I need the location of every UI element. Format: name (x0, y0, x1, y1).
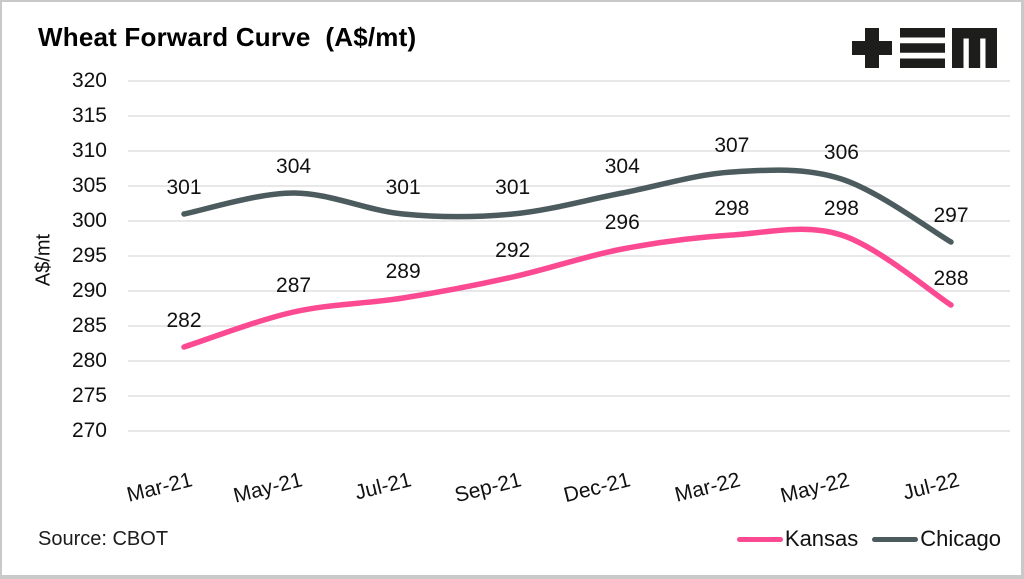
series-line-chicago (181, 167, 954, 245)
data-label-chicago: 301 (385, 176, 421, 199)
y-tick-label: 295 (71, 244, 107, 267)
legend-item-chicago: Chicago (872, 526, 1001, 552)
data-label-chicago: 307 (714, 134, 750, 157)
data-label-chicago: 297 (933, 204, 969, 227)
data-label-chicago: 304 (276, 155, 312, 178)
y-tick-label: 280 (71, 349, 107, 372)
triple-bar-icon (900, 28, 945, 68)
legend-item-kansas: Kansas (736, 526, 859, 552)
data-label-kansas: 292 (495, 239, 531, 262)
data-label-kansas: 282 (166, 309, 202, 332)
y-tick-label: 290 (71, 279, 107, 302)
data-label-chicago: 306 (823, 141, 859, 164)
data-label-kansas: 298 (823, 197, 859, 220)
tem-logo (852, 28, 997, 68)
m-glyph-icon (952, 28, 997, 68)
legend-label: Chicago (920, 526, 1001, 551)
data-label-kansas: 298 (714, 197, 750, 220)
data-label-chicago: 301 (495, 176, 531, 199)
y-tick-label: 275 (71, 384, 107, 407)
series-line-kansas (181, 226, 954, 350)
chart-footer: Source: CBOT Kansas Chicago (38, 520, 1001, 558)
legend-label: Kansas (784, 526, 859, 551)
y-tick-label: 270 (71, 419, 107, 442)
chart-title: Wheat Forward Curve (A$/mt) (38, 22, 417, 52)
source-note: Source: CBOT (38, 527, 169, 550)
legend-swatch-kansas (736, 536, 783, 542)
data-label-kansas: 289 (385, 260, 421, 283)
y-tick-label: 285 (71, 314, 107, 337)
y-tick-label: 300 (71, 209, 107, 232)
data-label-chicago: 304 (604, 155, 640, 178)
data-label-chicago: 301 (166, 176, 202, 199)
data-label-kansas: 287 (276, 274, 312, 297)
y-tick-label: 305 (71, 174, 107, 197)
legend-swatch-chicago (872, 536, 919, 542)
plus-icon (852, 28, 892, 68)
y-tick-label: 310 (71, 139, 107, 162)
legend: Kansas Chicago (736, 526, 1001, 552)
y-tick-label: 315 (71, 104, 107, 127)
data-label-kansas: 288 (933, 267, 969, 290)
y-tick-label: 320 (71, 69, 107, 92)
data-label-kansas: 296 (604, 211, 640, 234)
